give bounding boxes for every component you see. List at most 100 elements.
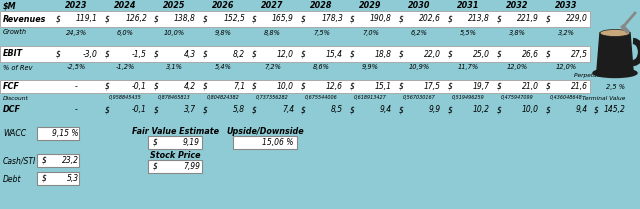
Text: 0,475947099: 0,475947099 [501,96,534,101]
Text: 2028: 2028 [310,1,333,10]
Text: 6,0%: 6,0% [117,29,134,36]
Text: 15,4: 15,4 [326,50,343,59]
Text: 10,0: 10,0 [277,82,294,91]
Text: -3,0: -3,0 [83,50,98,59]
Text: $: $ [497,105,502,114]
Text: 4,3: 4,3 [184,50,196,59]
Text: $: $ [105,50,110,59]
Text: $: $ [42,156,47,165]
Text: 26,6: 26,6 [522,50,539,59]
Text: 2,5 %: 2,5 % [606,84,625,89]
Text: $: $ [105,82,110,91]
Text: $: $ [399,105,404,114]
Text: Stock Price: Stock Price [150,152,200,161]
Text: $: $ [546,105,551,114]
Text: 6,2%: 6,2% [411,29,428,36]
Text: 25,0: 25,0 [473,50,490,59]
Text: $: $ [448,14,453,23]
Text: 15,1: 15,1 [375,82,392,91]
Text: $: $ [399,14,404,23]
Text: Discount: Discount [3,96,29,101]
Text: 7,4: 7,4 [282,105,294,114]
Text: $: $ [203,82,208,91]
Text: 9,19: 9,19 [183,138,200,147]
Text: 19,7: 19,7 [473,82,490,91]
Text: 138,8: 138,8 [174,14,196,23]
Text: -1,5: -1,5 [132,50,147,59]
Text: $: $ [497,82,502,91]
Text: 0,567030167: 0,567030167 [403,96,436,101]
Text: $: $ [252,14,257,23]
Text: $: $ [105,14,110,23]
Text: $: $ [350,82,355,91]
Text: Cash/STI: Cash/STI [3,157,36,166]
Text: Terminal Value: Terminal Value [582,96,625,101]
Text: 2031: 2031 [457,1,480,10]
Text: $: $ [56,14,61,23]
Ellipse shape [593,69,637,78]
Text: 2024: 2024 [115,1,137,10]
Text: 24,3%: 24,3% [66,29,87,36]
Text: Upside/Downside: Upside/Downside [226,127,304,136]
Text: -1,2%: -1,2% [116,65,135,70]
Text: $: $ [154,14,159,23]
Text: EBIT: EBIT [3,50,23,59]
Text: 202,6: 202,6 [419,14,441,23]
Text: $: $ [399,50,404,59]
Text: 3,1%: 3,1% [166,65,183,70]
Text: 2025: 2025 [163,1,186,10]
Text: $: $ [497,50,502,59]
Text: Debt: Debt [3,175,22,184]
Text: 7,99: 7,99 [183,162,200,171]
Text: 3,8%: 3,8% [509,29,526,36]
Text: 5,5%: 5,5% [460,29,477,36]
Text: 27,5: 27,5 [571,50,588,59]
Text: 0,958845435: 0,958845435 [109,96,142,101]
Text: 229,0: 229,0 [566,14,588,23]
Text: 10,0: 10,0 [522,105,539,114]
Text: $: $ [154,50,159,59]
Text: 4,2: 4,2 [184,82,196,91]
Text: $M: $M [3,1,17,10]
Text: 9,8%: 9,8% [215,29,232,36]
Text: 21,6: 21,6 [571,82,588,91]
Text: 12,0%: 12,0% [556,65,577,70]
Text: 9,9%: 9,9% [362,65,379,70]
Text: $: $ [56,50,61,59]
Text: 2026: 2026 [212,1,235,10]
Text: 8,8%: 8,8% [264,29,281,36]
FancyBboxPatch shape [37,127,79,140]
FancyBboxPatch shape [233,136,297,149]
Text: $: $ [301,50,306,59]
Text: $: $ [448,82,453,91]
Text: $: $ [546,82,551,91]
Text: 12,0: 12,0 [277,50,294,59]
Text: 0,675544006: 0,675544006 [305,96,338,101]
FancyBboxPatch shape [0,0,590,11]
Text: 145,2: 145,2 [603,105,625,114]
Text: $: $ [448,50,453,59]
Text: 7,1: 7,1 [233,82,245,91]
Text: 5,3: 5,3 [67,174,79,183]
FancyBboxPatch shape [148,136,202,149]
Text: 9,15 %: 9,15 % [52,129,79,138]
Text: $: $ [594,105,599,114]
Text: $: $ [546,14,551,23]
Text: 2029: 2029 [359,1,381,10]
Text: 0,878465813: 0,878465813 [158,96,191,101]
Text: 7,5%: 7,5% [313,29,330,36]
Text: 8,6%: 8,6% [313,65,330,70]
Text: 8,2: 8,2 [233,50,245,59]
Text: 23,2: 23,2 [62,156,79,165]
FancyBboxPatch shape [148,160,202,173]
Text: -2,5%: -2,5% [67,65,86,70]
Text: $: $ [203,50,208,59]
Text: 9,4: 9,4 [380,105,392,114]
FancyBboxPatch shape [0,11,590,27]
Text: Fair Value Estimate: Fair Value Estimate [131,127,218,136]
FancyBboxPatch shape [37,172,79,185]
Text: $: $ [153,162,158,171]
Text: 10,2: 10,2 [473,105,490,114]
Text: $: $ [42,174,47,183]
Text: Growth: Growth [3,29,27,36]
